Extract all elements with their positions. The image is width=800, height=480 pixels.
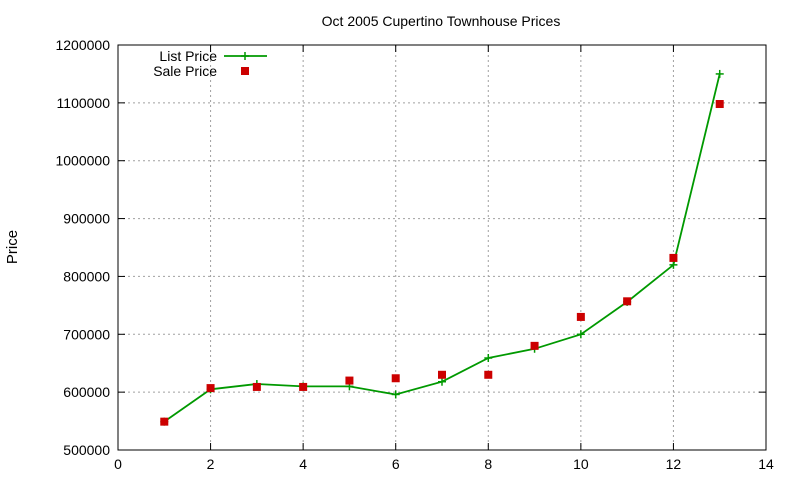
sale-price-point-6 xyxy=(438,370,446,379)
legend-marker-list-price xyxy=(241,52,249,60)
sale-price-point-11 xyxy=(669,253,678,262)
list-price-point-6 xyxy=(438,377,446,386)
sale-price-point-8 xyxy=(530,341,539,350)
list-price-point-7 xyxy=(484,354,493,363)
y-tick-label-800000: 800000 xyxy=(63,268,110,284)
legend-square xyxy=(241,67,249,75)
x-tick-label-2: 2 xyxy=(207,456,215,472)
y-tick-label-900000: 900000 xyxy=(63,211,110,227)
y-tick-label-700000: 700000 xyxy=(63,326,110,342)
sale-price-point-7 xyxy=(484,370,493,379)
y-tick-label-1200000: 1200000 xyxy=(55,37,110,53)
x-tick-label-14: 14 xyxy=(758,456,774,472)
x-tick-label-0: 0 xyxy=(114,456,122,472)
sale-price-point-0 xyxy=(160,417,169,426)
y-tick-label-500000: 500000 xyxy=(63,442,110,458)
sale-price-point-1 xyxy=(206,384,215,393)
legend: List Price Sale Price xyxy=(153,48,267,79)
sale-price-point-4 xyxy=(345,376,354,385)
sale-price-point-10 xyxy=(623,297,632,306)
legend-plus xyxy=(241,52,249,60)
x-tick-label-4: 4 xyxy=(299,456,307,472)
sale-price-point-12 xyxy=(715,100,724,109)
y-tick-label-600000: 600000 xyxy=(63,384,110,400)
sale-price-point-2 xyxy=(252,382,261,391)
x-tick-label-8: 8 xyxy=(484,456,492,472)
sale-price-point-3 xyxy=(299,382,308,391)
series-line-list-price xyxy=(163,73,721,423)
list-price-point-12 xyxy=(715,69,724,78)
legend-label-sale-price: Sale Price xyxy=(153,63,217,79)
x-tick-label-10: 10 xyxy=(573,456,589,472)
legend-label-list-price: List Price xyxy=(159,48,217,64)
list-price-point-5 xyxy=(391,390,400,399)
chart-title: Oct 2005 Cupertino Townhouse Prices xyxy=(322,13,561,29)
list-price-point-11 xyxy=(669,260,678,269)
y-axis-label: Price xyxy=(4,230,21,264)
y-tick-label-1100000: 1100000 xyxy=(57,95,111,111)
list-price-point-9 xyxy=(576,330,585,339)
y-tick-label-1000000: 1000000 xyxy=(55,153,110,169)
sale-price-point-5 xyxy=(391,374,400,383)
tick-labels: 500000 600000 700000 800000 900000 1000000 110… xyxy=(55,37,774,472)
plot-frame xyxy=(117,44,767,451)
sale-price-point-9 xyxy=(576,312,585,321)
x-tick-label-12: 12 xyxy=(666,456,682,472)
plot-area xyxy=(160,69,724,426)
legend-marker-sale-price xyxy=(241,67,249,75)
x-tick-label-6: 6 xyxy=(392,456,400,472)
